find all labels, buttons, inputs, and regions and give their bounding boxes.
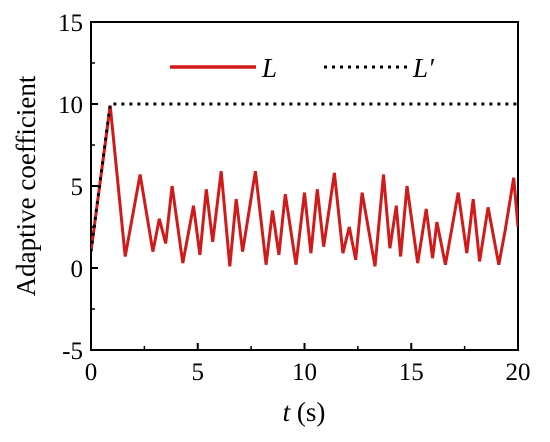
x-axis-title: t (s) xyxy=(283,397,326,427)
y-tick-label: 0 xyxy=(71,256,84,283)
x-tick-label: 20 xyxy=(506,359,531,386)
x-tick-label: 0 xyxy=(85,359,98,386)
legend: L L′ xyxy=(170,53,435,83)
x-axis-title-unit: (s) xyxy=(290,397,325,427)
y-tick-label: 10 xyxy=(58,92,83,119)
y-tick-label: 5 xyxy=(71,174,84,201)
legend-label-l-prime: L′ xyxy=(412,53,435,83)
plot-frame xyxy=(90,21,519,351)
y-axis-title: Adaptive coefficient xyxy=(11,75,41,296)
y-tick-label: -5 xyxy=(62,338,83,365)
x-axis-title-variable: t xyxy=(283,397,292,427)
legend-label-l: L xyxy=(261,53,277,83)
y-tick-label: 15 xyxy=(58,10,83,37)
series-layer xyxy=(91,102,518,267)
x-tick-label: 5 xyxy=(192,359,205,386)
x-tick-label: 15 xyxy=(399,359,424,386)
x-tick-label: 10 xyxy=(292,359,317,386)
series-line-l-prime xyxy=(91,102,518,252)
series-line-l xyxy=(91,105,518,267)
